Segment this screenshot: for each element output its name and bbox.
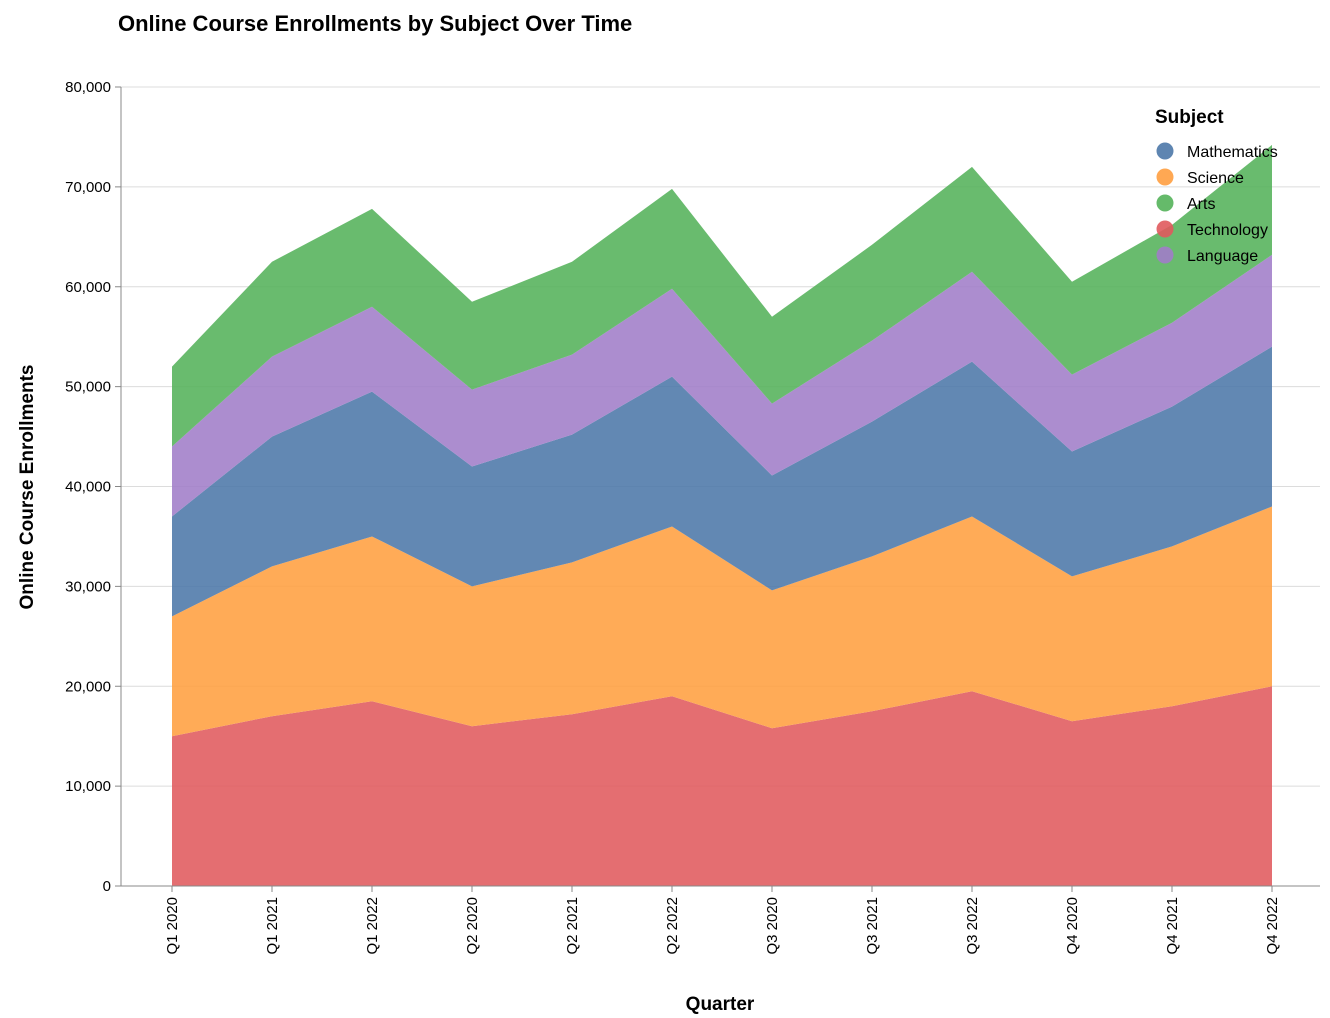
x-tick-label: Q4 2020 <box>1064 897 1081 955</box>
area-science <box>172 506 1272 737</box>
legend-label-mathematics: Mathematics <box>1187 144 1278 161</box>
y-tick-label: 20,000 <box>65 678 111 695</box>
area-mathematics <box>172 346 1272 617</box>
legend-swatch-science <box>1156 168 1174 186</box>
y-tick-label: 40,000 <box>65 479 111 496</box>
x-tick-label: Q2 2021 <box>564 897 581 955</box>
x-tick-label: Q2 2022 <box>664 897 681 955</box>
legend-label-technology: Technology <box>1187 222 1268 239</box>
area-language <box>172 254 1272 517</box>
legend-swatch-mathematics <box>1156 142 1174 160</box>
x-tick-label: Q3 2020 <box>764 897 781 955</box>
x-tick-label: Q1 2022 <box>364 897 381 955</box>
x-tick-label: Q4 2022 <box>1264 897 1281 955</box>
chart-title: Online Course Enrollments by Subject Ove… <box>118 11 632 36</box>
area-arts <box>172 144 1272 447</box>
legend-title: Subject <box>1155 107 1224 128</box>
y-tick-label: 30,000 <box>65 578 111 595</box>
legend: Subject Mathematics Science Arts Technology… <box>1155 107 1278 265</box>
legend-label-language: Language <box>1187 248 1258 265</box>
y-tick-label: 60,000 <box>65 279 111 296</box>
legend-label-arts: Arts <box>1187 196 1215 213</box>
legend-swatch-arts <box>1156 194 1174 212</box>
y-tick-label: 80,000 <box>65 79 111 96</box>
x-tick-label: Q1 2020 <box>164 897 181 955</box>
legend-label-science: Science <box>1187 170 1244 187</box>
x-tick-label: Q1 2021 <box>264 897 281 955</box>
x-tick-label: Q4 2021 <box>1164 897 1181 955</box>
area-layer <box>172 144 1272 886</box>
legend-swatch-language <box>1156 246 1174 264</box>
x-tick-label: Q2 2020 <box>464 897 481 955</box>
y-tick-label: 0 <box>103 878 111 895</box>
x-axis-title: Quarter <box>686 994 755 1015</box>
area-technology <box>172 686 1272 886</box>
x-tick-label: Q3 2021 <box>864 897 881 955</box>
y-tick-label: 10,000 <box>65 778 111 795</box>
y-axis-title: Online Course Enrollments <box>17 365 38 610</box>
axes: 0 10,000 20,000 30,000 40,000 50,000 60,000 70,… <box>65 79 1320 955</box>
y-tick-label: 50,000 <box>65 379 111 396</box>
legend-swatch-technology <box>1156 220 1174 238</box>
y-tick-label: 70,000 <box>65 179 111 196</box>
x-tick-label: Q3 2022 <box>964 897 981 955</box>
